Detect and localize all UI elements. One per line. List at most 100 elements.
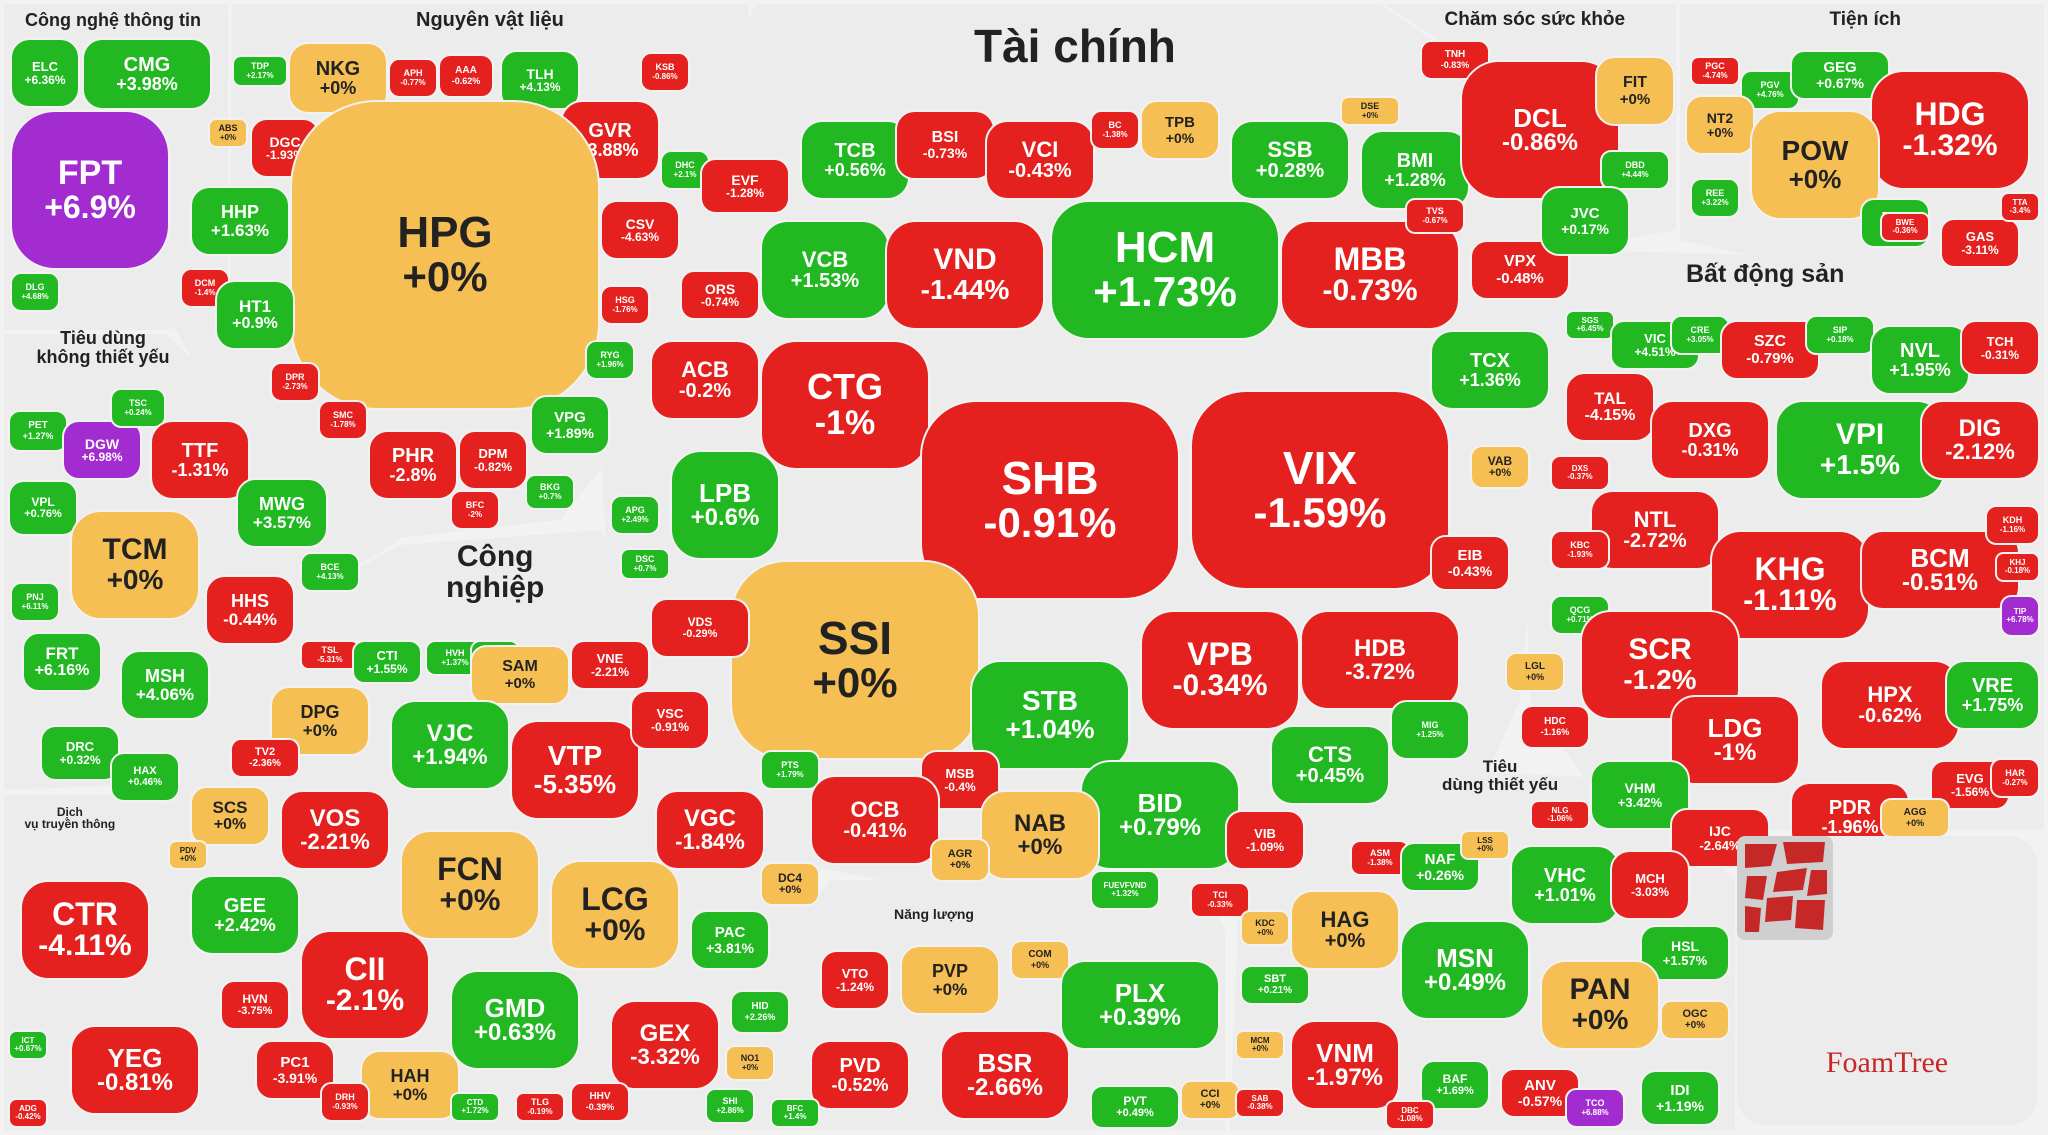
stock-tile-nt2[interactable]: NT2 +0%: [1685, 95, 1755, 155]
stock-tile-tco[interactable]: TCO +6.88%: [1565, 1088, 1625, 1128]
stock-tile-lpb[interactable]: LPB +0.6%: [670, 450, 780, 560]
stock-tile-vib[interactable]: VIB -1.09%: [1225, 810, 1305, 870]
stock-tile-pow[interactable]: POW +0%: [1750, 110, 1880, 220]
stock-tile-msh[interactable]: MSH +4.06%: [120, 650, 210, 720]
stock-tile-pdv[interactable]: PDV +0%: [168, 840, 208, 870]
stock-tile-vtp[interactable]: VTP -5.35%: [510, 720, 640, 820]
stock-tile-tsl[interactable]: TSL -5.31%: [300, 640, 360, 670]
stock-tile-hdc[interactable]: HDC -1.16%: [1520, 705, 1590, 749]
stock-tile-dgw[interactable]: DGW +6.98%: [62, 420, 142, 480]
stock-tile-hdg[interactable]: HDG -1.32%: [1870, 70, 2030, 190]
stock-tile-dc4[interactable]: DC4 +0%: [760, 862, 820, 906]
stock-tile-ttf[interactable]: TTF -1.31%: [150, 420, 250, 500]
stock-tile-tcm[interactable]: TCM +0%: [70, 510, 200, 620]
stock-tile-tpb[interactable]: TPB +0%: [1140, 100, 1220, 160]
stock-tile-dbd[interactable]: DBD +4.44%: [1600, 150, 1670, 190]
stock-tile-abs[interactable]: ABS +0%: [208, 118, 248, 148]
stock-tile-hah[interactable]: HAH +0%: [360, 1050, 460, 1120]
stock-tile-pgc[interactable]: PGC -4.74%: [1690, 56, 1740, 86]
stock-tile-ctr[interactable]: CTR -4.11%: [20, 880, 150, 980]
stock-tile-dcl[interactable]: DCL -0.86%: [1460, 60, 1620, 200]
stock-tile-tsc[interactable]: TSC +0.24%: [110, 388, 166, 428]
stock-tile-hsg[interactable]: HSG -1.76%: [600, 285, 650, 325]
stock-tile-tv2[interactable]: TV2 -2.36%: [230, 738, 300, 778]
stock-tile-vpb[interactable]: VPB -0.34%: [1140, 610, 1300, 730]
stock-tile-hdb[interactable]: HDB -3.72%: [1300, 610, 1460, 710]
stock-tile-gex[interactable]: GEX -3.32%: [610, 1000, 720, 1090]
stock-tile-dpr[interactable]: DPR -2.73%: [270, 362, 320, 402]
stock-tile-tta[interactable]: TTA -3.4%: [2000, 192, 2040, 222]
stock-tile-cmg[interactable]: CMG +3.98%: [82, 38, 212, 110]
stock-tile-hpx[interactable]: HPX -0.62%: [1820, 660, 1960, 750]
stock-tile-pan[interactable]: PAN +0%: [1540, 960, 1660, 1050]
stock-tile-ldg[interactable]: LDG -1%: [1670, 695, 1800, 785]
stock-tile-vsc[interactable]: VSC -0.91%: [630, 690, 710, 750]
stock-tile-scs[interactable]: SCS +0%: [190, 786, 270, 846]
stock-tile-eib[interactable]: EIB -0.43%: [1430, 535, 1510, 591]
stock-tile-dxg[interactable]: DXG -0.31%: [1650, 400, 1770, 480]
stock-tile-tci[interactable]: TCI -0.33%: [1190, 882, 1250, 918]
stock-tile-dpm[interactable]: DPM -0.82%: [458, 430, 528, 490]
stock-tile-tcb[interactable]: TCB +0.56%: [800, 120, 910, 200]
stock-tile-tvs[interactable]: TVS -0.67%: [1405, 198, 1465, 234]
stock-tile-ors[interactable]: ORS -0.74%: [680, 270, 760, 320]
stock-tile-fpt[interactable]: FPT +6.9%: [10, 110, 170, 270]
stock-tile-aph[interactable]: APH -0.77%: [388, 58, 438, 98]
stock-tile-bfc[interactable]: BFC -2%: [450, 490, 500, 530]
stock-tile-vto[interactable]: VTO -1.24%: [820, 950, 890, 1010]
stock-tile-pet[interactable]: PET +1.27%: [8, 410, 68, 452]
stock-tile-ryg[interactable]: RYG +1.96%: [585, 340, 635, 380]
stock-tile-msn[interactable]: MSN +0.49%: [1400, 920, 1530, 1020]
stock-tile-vpg[interactable]: VPG +1.89%: [530, 395, 610, 455]
stock-tile-hhs[interactable]: HHS -0.44%: [205, 575, 295, 645]
stock-tile-aaa[interactable]: AAA -0.62%: [438, 54, 494, 98]
stock-tile-cts[interactable]: CTS +0.45%: [1270, 725, 1390, 805]
stock-tile-dse[interactable]: DSE +0%: [1340, 96, 1400, 126]
stock-tile-ict[interactable]: ICT +0.67%: [8, 1030, 48, 1060]
stock-tile-bid[interactable]: BID +0.79%: [1080, 760, 1240, 870]
stock-tile-bsr[interactable]: BSR -2.66%: [940, 1030, 1070, 1120]
stock-tile-dig[interactable]: DIG -2.12%: [1920, 400, 2040, 480]
stock-tile-pac[interactable]: PAC +3.81%: [690, 910, 770, 970]
stock-tile-dbc[interactable]: DBC -1.08%: [1385, 1100, 1435, 1130]
stock-tile-lgl[interactable]: LGL +0%: [1505, 652, 1565, 692]
stock-tile-ogc[interactable]: OGC +0%: [1660, 1000, 1730, 1040]
stock-tile-asm[interactable]: ASM -1.38%: [1350, 840, 1410, 876]
stock-tile-sgs[interactable]: SGS +6.45%: [1565, 310, 1615, 340]
stock-tile-vnm[interactable]: VNM -1.97%: [1290, 1020, 1400, 1110]
stock-tile-bc[interactable]: BC -1.38%: [1090, 110, 1140, 150]
stock-tile-ocb[interactable]: OCB -0.41%: [810, 775, 940, 865]
stock-tile-plx[interactable]: PLX +0.39%: [1060, 960, 1220, 1050]
stock-tile-fuevfvnd[interactable]: FUEVFVND +1.32%: [1090, 870, 1160, 910]
stock-tile-ht1[interactable]: HT1 +0.9%: [215, 280, 295, 350]
stock-tile-tlg[interactable]: TLG -0.19%: [515, 1092, 565, 1122]
stock-tile-nab[interactable]: NAB +0%: [980, 790, 1100, 880]
stock-tile-nvl[interactable]: NVL +1.95%: [1870, 325, 1970, 395]
stock-tile-bmi[interactable]: BMI +1.28%: [1360, 130, 1470, 210]
stock-tile-tch[interactable]: TCH -0.31%: [1960, 320, 2040, 376]
stock-tile-csv[interactable]: CSV -4.63%: [600, 200, 680, 260]
stock-tile-bkg[interactable]: BKG +0.7%: [525, 474, 575, 510]
stock-tile-hcm[interactable]: HCM +1.73%: [1050, 200, 1280, 340]
stock-tile-evf[interactable]: EVF -1.28%: [700, 158, 790, 214]
stock-tile-lcg[interactable]: LCG +0%: [550, 860, 680, 970]
stock-tile-ctg[interactable]: CTG -1%: [760, 340, 930, 470]
stock-tile-vpi[interactable]: VPI +1.5%: [1775, 400, 1945, 500]
stock-tile-ksb[interactable]: KSB -0.86%: [640, 52, 690, 92]
stock-tile-com[interactable]: COM +0%: [1010, 940, 1070, 980]
stock-tile-vix[interactable]: VIX -1.59%: [1190, 390, 1450, 590]
stock-tile-sab[interactable]: SAB -0.38%: [1235, 1088, 1285, 1118]
stock-tile-sip[interactable]: SIP +0.18%: [1805, 315, 1875, 355]
stock-tile-fit[interactable]: FIT +0%: [1595, 56, 1675, 126]
stock-tile-shi[interactable]: SHI +2.86%: [705, 1088, 755, 1124]
stock-tile-phr[interactable]: PHR -2.8%: [368, 430, 458, 500]
stock-tile-lss[interactable]: LSS +0%: [1460, 830, 1510, 860]
stock-tile-pvd[interactable]: PVD -0.52%: [810, 1040, 910, 1110]
stock-tile-ree[interactable]: REE +3.22%: [1690, 178, 1740, 218]
stock-tile-drh[interactable]: DRH -0.93%: [320, 1082, 370, 1122]
stock-tile-yeg[interactable]: YEG -0.81%: [70, 1025, 200, 1115]
stock-tile-hhp[interactable]: HHP +1.63%: [190, 186, 290, 256]
stock-tile-drc[interactable]: DRC +0.32%: [40, 725, 120, 781]
stock-tile-gmd[interactable]: GMD +0.63%: [450, 970, 580, 1070]
stock-tile-vne[interactable]: VNE -2.21%: [570, 640, 650, 690]
